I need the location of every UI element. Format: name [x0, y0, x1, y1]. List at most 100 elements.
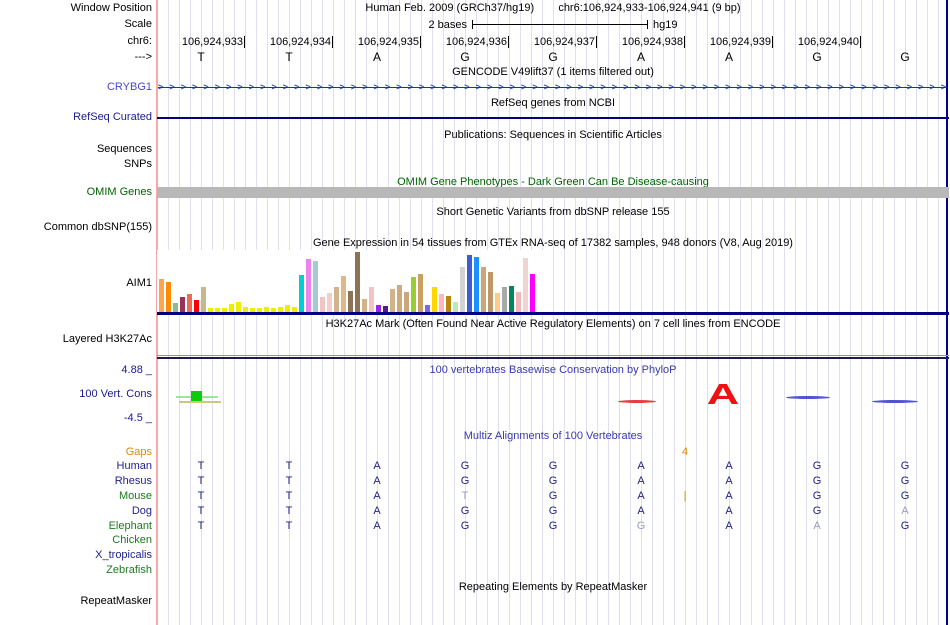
gtex-tissue-bar[interactable]: [236, 302, 241, 312]
gtex-tissue-bar[interactable]: [285, 305, 290, 312]
gtex-tissue-bar[interactable]: [355, 252, 360, 312]
gtex-tissue-bar[interactable]: [397, 285, 402, 312]
gencode-track-title[interactable]: GENCODE V49lift37 (1 items filtered out): [452, 66, 654, 78]
species-label[interactable]: Human: [116, 460, 152, 472]
gtex-tissue-bar[interactable]: [376, 305, 381, 312]
gtex-tissue-bar[interactable]: [439, 294, 444, 312]
gtex-tissue-bar[interactable]: [299, 275, 304, 312]
phylop-label[interactable]: 100 Vert. Cons: [79, 388, 152, 400]
gtex-tissue-bar[interactable]: [173, 303, 178, 312]
multiz-row-human[interactable]: Human T T A G G A A G G: [0, 460, 950, 473]
aligned-base: T: [197, 505, 205, 517]
multiz-row-chicken[interactable]: Chicken: [0, 534, 950, 547]
species-label[interactable]: X_tropicalis: [95, 549, 152, 561]
gtex-tissue-bar[interactable]: [166, 282, 171, 312]
publications-track-title[interactable]: Publications: Sequences in Scientific Ar…: [444, 129, 662, 141]
gtex-tissue-bar[interactable]: [215, 308, 220, 312]
gtex-tissue-bar[interactable]: [383, 306, 388, 312]
multiz-row-rhesus[interactable]: Rhesus T T A G G A A G G: [0, 475, 950, 488]
gtex-tissue-bar[interactable]: [411, 277, 416, 312]
gtex-tissue-bar[interactable]: [313, 261, 318, 312]
gtex-tissue-bar[interactable]: [271, 308, 276, 312]
gtex-tissue-bar[interactable]: [530, 274, 535, 312]
gtex-tissue-bar[interactable]: [208, 308, 213, 312]
gtex-tissue-bar[interactable]: [362, 299, 367, 312]
omim-track-title[interactable]: OMIM Gene Phenotypes - Dark Green Can Be…: [397, 176, 709, 188]
species-label[interactable]: Chicken: [112, 534, 152, 546]
refseq-curated-label[interactable]: RefSeq Curated: [73, 111, 152, 123]
multiz-row-elephant[interactable]: Elephant T T A G G G A A G: [0, 520, 950, 533]
species-label[interactable]: Dog: [131, 505, 152, 517]
multiz-row-x_tropicalis[interactable]: X_tropicalis: [0, 549, 950, 562]
species-label[interactable]: Zebrafish: [106, 564, 152, 576]
species-label[interactable]: Rhesus: [114, 475, 152, 487]
dbsnp-track-title[interactable]: Short Genetic Variants from dbSNP releas…: [436, 206, 670, 218]
multiz-row-zebrafish[interactable]: Zebrafish: [0, 564, 950, 577]
gtex-tissue-bar[interactable]: [159, 279, 164, 312]
gtex-tissue-bar[interactable]: [369, 287, 374, 312]
gtex-tissue-bar[interactable]: [194, 300, 199, 312]
gencode-gene-item[interactable]: >>>>>>>>>>>>>>>>>>>>>>>>>>>>>>>>>>>>>>>>…: [158, 82, 947, 93]
repeatmasker-track-title[interactable]: Repeating Elements by RepeatMasker: [458, 581, 648, 593]
gtex-tissue-bar[interactable]: [509, 286, 514, 312]
h3k27ac-track-title[interactable]: H3K27Ac Mark (Often Found Near Active Re…: [325, 318, 781, 330]
species-label[interactable]: Elephant: [108, 520, 152, 532]
gtex-tissue-bar[interactable]: [201, 287, 206, 312]
gtex-tissue-bar[interactable]: [250, 308, 255, 312]
h3k27ac-label[interactable]: Layered H3K27Ac: [62, 333, 152, 345]
gtex-tissue-bar[interactable]: [488, 272, 493, 312]
species-label[interactable]: Mouse: [118, 490, 152, 502]
gtex-tissue-bar[interactable]: [348, 291, 353, 312]
gtex-tissue-bar[interactable]: [341, 276, 346, 312]
refseq-gene-line[interactable]: [157, 117, 949, 119]
gtex-tissue-bar[interactable]: [306, 259, 311, 312]
gtex-tissue-bar[interactable]: [334, 287, 339, 312]
gtex-tissue-bar[interactable]: [446, 296, 451, 312]
omim-genes-label[interactable]: OMIM Genes: [86, 186, 152, 198]
ruler-position: 106,924,934: [245, 35, 333, 48]
gtex-tissue-bar[interactable]: [425, 305, 430, 312]
omim-genes-bar[interactable]: [157, 187, 949, 198]
gtex-tissue-bar[interactable]: [516, 292, 521, 312]
gtex-tissue-bar[interactable]: [292, 307, 297, 312]
gtex-tissue-bar[interactable]: [432, 287, 437, 312]
snps-label[interactable]: SNPs: [123, 158, 152, 170]
gtex-tissue-bar[interactable]: [481, 267, 486, 312]
gtex-tissue-bar[interactable]: [327, 293, 332, 312]
gtex-expression-barchart[interactable]: [159, 252, 537, 312]
gtex-tissue-bar[interactable]: [320, 297, 325, 312]
multiz-gaps-row[interactable]: Gaps 4: [0, 446, 950, 459]
sequences-label[interactable]: Sequences: [96, 143, 152, 155]
gtex-tissue-bar[interactable]: [222, 308, 227, 312]
gtex-tissue-bar[interactable]: [264, 307, 269, 312]
gtex-tissue-bar[interactable]: [453, 302, 458, 312]
multiz-row-dog[interactable]: Dog T T A G G A A G A: [0, 505, 950, 518]
multiz-track-title[interactable]: Multiz Alignments of 100 Vertebrates: [463, 430, 643, 442]
phylop-track-title[interactable]: 100 vertebrates Basewise Conservation by…: [429, 364, 677, 376]
refseq-track-title[interactable]: RefSeq genes from NCBI: [490, 97, 616, 109]
multiz-gaps-label[interactable]: Gaps: [125, 446, 152, 458]
gtex-tissue-bar[interactable]: [278, 307, 283, 312]
gtex-tissue-bar[interactable]: [257, 308, 262, 312]
gtex-tissue-bar[interactable]: [495, 293, 500, 312]
gtex-tissue-bar[interactable]: [180, 297, 185, 312]
gtex-tissue-bar[interactable]: [229, 304, 234, 312]
position-ruler-row[interactable]: 106,924,933 106,924,934 106,924,935 106,924…: [0, 35, 950, 48]
gtex-tissue-bar[interactable]: [404, 292, 409, 312]
gencode-gene-label[interactable]: CRYBG1: [106, 81, 152, 93]
gtex-track-title[interactable]: Gene Expression in 54 tissues from GTEx …: [313, 237, 793, 249]
gtex-gene-label[interactable]: AIM1: [126, 277, 152, 289]
multiz-row-mouse[interactable]: Mouse T T A T G A A G G |: [0, 490, 950, 503]
repeatmasker-label[interactable]: RepeatMasker: [80, 595, 152, 607]
gtex-tissue-bar[interactable]: [502, 287, 507, 312]
gtex-tissue-bar[interactable]: [460, 267, 465, 312]
gtex-tissue-bar[interactable]: [467, 255, 472, 312]
gtex-tissue-bar[interactable]: [418, 274, 423, 312]
gtex-tissue-bar[interactable]: [243, 307, 248, 312]
gtex-tissue-bar[interactable]: [187, 294, 192, 312]
gtex-tissue-bar[interactable]: [474, 257, 479, 312]
gtex-tissue-bar[interactable]: [523, 258, 528, 312]
gtex-tissue-bar[interactable]: [390, 289, 395, 312]
dbsnp-label[interactable]: Common dbSNP(155): [43, 221, 152, 233]
